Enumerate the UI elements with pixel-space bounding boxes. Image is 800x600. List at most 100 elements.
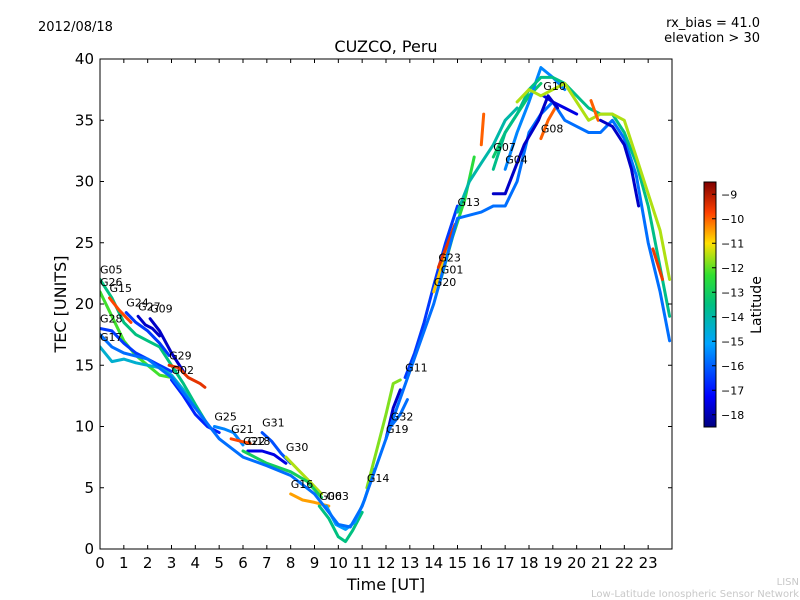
prn-label-g19: G19 — [386, 423, 409, 436]
credit-lisn: LISN — [777, 577, 799, 588]
data-tracks — [100, 66, 672, 544]
prn-label-g11: G11 — [405, 362, 428, 375]
series-track-g14 — [365, 378, 402, 490]
series-track-g18 — [246, 449, 288, 465]
series-track-g06 — [317, 504, 364, 544]
prn-label-g26: G26 — [100, 276, 123, 289]
series-track-34 — [491, 94, 560, 196]
elevation-label: elevation > 30 — [664, 31, 760, 46]
colorbar-tick-label: −15 — [721, 335, 744, 348]
colorbar-tick-label: −18 — [721, 409, 744, 422]
prn-label-g16: G16 — [291, 478, 314, 491]
prn-label-g28: G28 — [100, 313, 123, 326]
prn-label-g10: G10 — [543, 80, 566, 93]
prn-label-g09: G09 — [150, 303, 173, 316]
prn-label-g24: G24 — [126, 297, 149, 310]
series-track-g28 — [100, 327, 173, 373]
colorbar-ticks: −9 −10 −11 −12 −13 −14 −15 −16 −17 −18 — [712, 188, 744, 422]
x-tick-label: 5 — [214, 554, 224, 572]
y-tick-label: 15 — [75, 356, 94, 374]
series-track-g13 — [456, 106, 519, 214]
colorbar-tick-label: −14 — [721, 311, 744, 324]
series-track-g15 — [108, 296, 133, 324]
credit-network: Low-Latitude Ionospheric Sensor Network — [591, 589, 799, 600]
x-tick-label: 6 — [238, 554, 248, 572]
y-tick-label: 35 — [75, 111, 94, 129]
x-tick-label: 22 — [615, 554, 634, 572]
x-tick-label: 20 — [567, 554, 586, 572]
prn-label-g22: G22 — [243, 435, 266, 448]
series-track-g32 — [389, 398, 409, 428]
series-track-g08 — [539, 106, 557, 141]
prn-label-g32: G32 — [391, 411, 414, 424]
x-tick-label: 18 — [519, 554, 538, 572]
prn-label-g01: G01 — [441, 264, 464, 277]
colorbar-tick-label: −12 — [721, 262, 744, 275]
x-tick-label: 16 — [472, 554, 491, 572]
series-track-g29 — [167, 363, 207, 389]
rx-bias-label: rx_bias = 41.0 — [666, 16, 760, 31]
y-tick-label: 0 — [84, 540, 94, 558]
colorbar-tick-label: −16 — [721, 360, 744, 373]
x-tick-label: 23 — [639, 554, 658, 572]
y-tick-label: 25 — [75, 234, 94, 252]
colorbar: −9 −10 −11 −12 −13 −14 −15 −16 −17 −18 Latitude — [703, 181, 765, 428]
x-tick-label: 11 — [353, 554, 372, 572]
prn-label-g04: G04 — [505, 153, 528, 166]
x-tick-label: 0 — [95, 554, 105, 572]
prn-label-g07: G07 — [493, 141, 516, 154]
series-track-g27 — [136, 314, 162, 338]
y-tick-label: 40 — [75, 50, 94, 68]
prn-label-g30: G30 — [286, 441, 309, 454]
x-axis-label: Time [UT] — [346, 575, 425, 594]
y-tick-label: 10 — [75, 418, 94, 436]
y-axis-label: TEC [UNITS] — [51, 256, 70, 354]
prn-label-g13: G13 — [458, 196, 481, 209]
date-label: 2012/08/18 — [38, 20, 113, 35]
colorbar-tick-label: −10 — [721, 213, 744, 226]
prn-label-g31: G31 — [262, 417, 285, 430]
y-tick-label: 20 — [75, 295, 94, 313]
x-tick-label: 1 — [119, 554, 129, 572]
x-tick-label: 19 — [543, 554, 562, 572]
x-tick-label: 4 — [191, 554, 201, 572]
prn-label-g17: G17 — [100, 331, 123, 344]
series-track-g30 — [284, 455, 324, 496]
y-tick-label: 5 — [84, 479, 94, 497]
series-track-g21 — [229, 437, 252, 446]
x-axis: 0 1 2 3 4 5 6 7 8 9 10 11 12 13 14 15 16 17 18 19 20 21 22 23 — [95, 59, 658, 572]
series-track-35 — [479, 112, 486, 147]
x-tick-label: 9 — [310, 554, 320, 572]
x-tick-label: 17 — [496, 554, 515, 572]
series-track-32 — [491, 75, 672, 318]
prn-label-g06: G06 — [319, 490, 342, 503]
prn-label-g23: G23 — [438, 251, 461, 264]
prn-label-g03: G03 — [326, 490, 349, 503]
y-tick-label: 30 — [75, 173, 94, 191]
x-tick-label: 15 — [448, 554, 467, 572]
colorbar-tick-label: −13 — [721, 286, 744, 299]
prn-label-g25: G25 — [214, 411, 237, 424]
x-tick-label: 12 — [376, 554, 395, 572]
series-track-38 — [651, 247, 664, 281]
colorbar-label: Latitude — [749, 276, 765, 334]
series-track-g25 — [212, 425, 245, 447]
prn-label-g21: G21 — [231, 423, 254, 436]
series-track-g09 — [148, 317, 185, 373]
x-tick-label: 3 — [167, 554, 177, 572]
prn-label-g27: G27 — [138, 300, 161, 313]
prn-label-g14: G14 — [367, 472, 390, 485]
series-track-g17 — [100, 345, 197, 410]
series-track-31 — [100, 100, 672, 529]
prn-label-g18: G18 — [248, 435, 271, 448]
series-track-37 — [599, 118, 641, 208]
x-tick-label: 2 — [143, 554, 153, 572]
colorbar-tick-label: −17 — [721, 384, 744, 397]
colorbar-tick-label: −9 — [721, 188, 737, 201]
x-tick-label: 7 — [262, 554, 272, 572]
colorbar-tick-label: −11 — [721, 237, 744, 250]
prn-label-g02: G02 — [172, 364, 195, 377]
series-track-g11 — [403, 204, 459, 379]
